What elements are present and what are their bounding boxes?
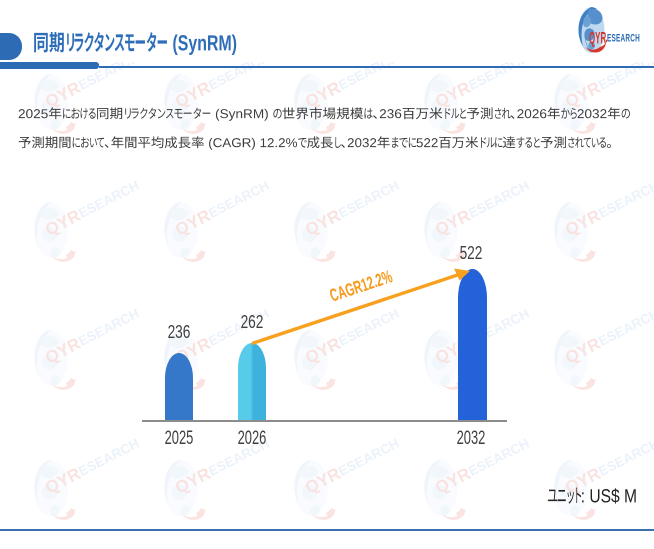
- svg-text:QYR: QYR: [589, 28, 607, 47]
- svg-text:ESEARCH: ESEARCH: [607, 32, 640, 44]
